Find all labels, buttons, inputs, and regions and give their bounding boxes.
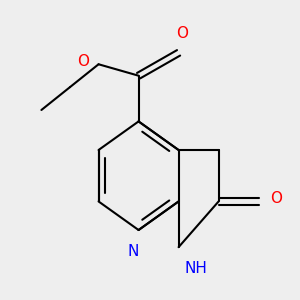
Text: N: N <box>127 244 139 259</box>
Text: NH: NH <box>184 261 207 276</box>
Text: O: O <box>77 55 89 70</box>
Text: O: O <box>176 26 188 41</box>
Text: O: O <box>270 190 282 206</box>
